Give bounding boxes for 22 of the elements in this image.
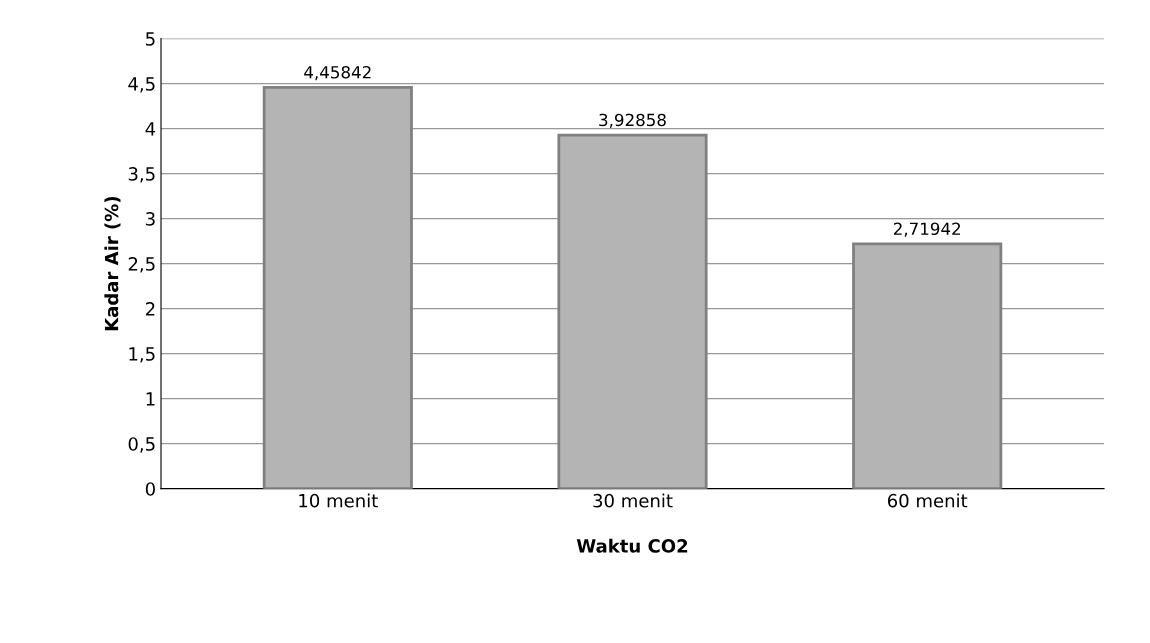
y-tick-label: 4,5 [128, 77, 155, 93]
y-tick-label: 4 [145, 122, 156, 136]
y-tick-label: 3 [146, 212, 155, 226]
y-tick-label: 2,5 [128, 257, 155, 273]
bar [557, 133, 708, 489]
bar [852, 242, 1003, 489]
x-tick-label: 30 menit [593, 493, 673, 508]
y-tick-label: 1 [146, 392, 155, 406]
y-tick-label: 0 [145, 482, 155, 496]
x-tick-label: 10 menit [299, 493, 378, 508]
data-label: 3,92858 [599, 113, 666, 128]
y-tick-label: 5 [146, 32, 155, 46]
y-tick-label: 0,5 [128, 437, 155, 453]
y-tick-label: 1,5 [129, 347, 155, 363]
bar [262, 85, 413, 489]
y-tick-label: 3,5 [128, 167, 155, 183]
y-tick-label: 2 [145, 302, 155, 316]
x-axis-title: Waktu CO2 [576, 538, 688, 553]
data-label: 4,45842 [304, 65, 371, 81]
y-axis-title: Kadar Air (%) [104, 196, 121, 331]
data-label: 2,71942 [893, 222, 960, 237]
x-tick-label: 60 menit [887, 493, 968, 508]
